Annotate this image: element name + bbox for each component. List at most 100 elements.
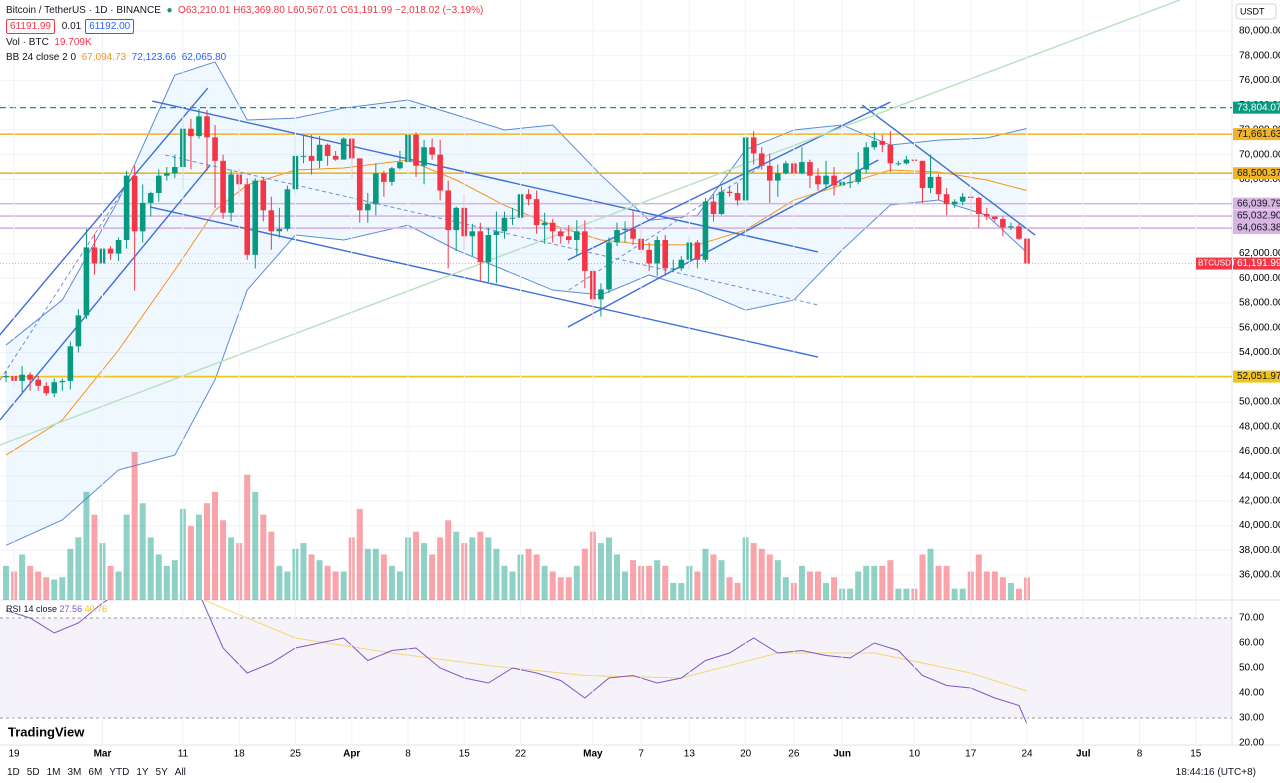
symbol-label: BTCUSDT <box>1198 259 1236 268</box>
currency-box[interactable] <box>1235 3 1277 20</box>
candle-body <box>340 138 347 160</box>
volume-bar <box>228 537 235 600</box>
candle-body <box>429 147 435 155</box>
last-price-label: 61,191.99 <box>1237 258 1280 269</box>
y-tick-label: 44,000.00 <box>1239 471 1280 482</box>
range-button[interactable]: YTD <box>109 767 130 778</box>
candle-body <box>493 231 500 236</box>
open: O63,210.01 <box>178 5 231 16</box>
rsi-legend: RSI 14 close 27.56 40.76 <box>6 604 107 614</box>
x-tick-label: 19 <box>9 749 21 760</box>
candle-body <box>951 201 958 205</box>
trend-line <box>0 164 211 421</box>
volume-bar <box>453 531 460 600</box>
volume-bar <box>983 571 990 600</box>
candle-body <box>509 217 516 219</box>
level-tag <box>1233 222 1280 235</box>
volume-bar <box>710 554 717 600</box>
x-tick-label: 10 <box>909 749 921 760</box>
range-button[interactable]: 6M <box>88 767 103 778</box>
y-tick-label: 68,000.00 <box>1239 174 1280 185</box>
candle-body <box>115 239 122 254</box>
volume-bar <box>195 514 202 600</box>
level-tag <box>1233 370 1280 383</box>
volume-bar <box>831 577 838 600</box>
price-pane <box>0 0 1232 600</box>
volume-bar <box>332 571 339 600</box>
range-button[interactable]: All <box>174 767 186 778</box>
high: H63,369.80 <box>233 5 285 16</box>
volume-bar <box>614 554 621 600</box>
x-tick-label: 20 <box>740 749 752 760</box>
volume-bar <box>268 531 275 600</box>
y-tick-label: 36,000.00 <box>1239 570 1280 581</box>
volume-bar <box>380 554 387 600</box>
candle-body <box>919 160 926 189</box>
volume-bar <box>975 554 982 600</box>
x-tick-label: Apr <box>343 749 360 760</box>
volume-bar <box>702 548 709 600</box>
candle-body <box>244 184 251 255</box>
bb-upper <box>5 61 1028 346</box>
rsi-band <box>0 618 1232 718</box>
bb-basis: 67,094.73 <box>81 52 127 63</box>
candle-body <box>935 176 942 195</box>
candle-body <box>164 173 170 176</box>
volume-bar <box>557 577 564 600</box>
candle-body <box>992 216 998 219</box>
y-tick-label: 78,000.00 <box>1239 50 1280 61</box>
rsi-value: 27.56 <box>59 604 83 614</box>
candle-body <box>188 128 194 137</box>
candle-body <box>445 190 451 231</box>
last-price-tag <box>1233 257 1280 270</box>
range-button[interactable]: 5Y <box>155 767 168 778</box>
x-tick-label: 15 <box>1190 749 1202 760</box>
candle-body <box>437 154 443 191</box>
trend-line <box>0 0 1180 446</box>
y-tick-label: 46,000.00 <box>1239 446 1280 457</box>
candle-body <box>364 204 371 211</box>
volume-bar <box>469 537 476 600</box>
rsi-tick-label: 20.00 <box>1239 738 1264 749</box>
logo: TradingView <box>8 724 85 739</box>
rsi-line <box>5 600 1028 725</box>
volume-bar <box>123 514 130 600</box>
candle-body <box>75 315 82 347</box>
range-button[interactable]: 3M <box>67 767 82 778</box>
bid[interactable]: 61191.99 <box>6 19 55 34</box>
range-button[interactable]: 5D <box>26 767 40 778</box>
candle-body <box>59 380 66 383</box>
range-button[interactable]: 1M <box>46 767 61 778</box>
level-label: 73,804.07 <box>1237 102 1280 113</box>
candle-body <box>847 181 853 183</box>
candle-body <box>959 196 966 202</box>
low: L60,567.01 <box>287 5 338 16</box>
volume-bar <box>115 571 122 600</box>
rsi-tick-label: 50.00 <box>1239 663 1264 674</box>
change: −2,018.02 (−3.19%) <box>394 5 484 16</box>
volume-bar <box>340 571 347 600</box>
bb-basis <box>5 159 1028 456</box>
trend-line <box>567 101 891 261</box>
level-label: 66,039.79 <box>1237 198 1280 209</box>
candle-body <box>220 160 226 213</box>
candle-body <box>702 201 709 260</box>
candle-body <box>718 191 725 215</box>
range-button[interactable]: 1D <box>7 767 20 778</box>
y-tick-label: 60,000.00 <box>1239 273 1280 284</box>
y-tick-label: 70,000.00 <box>1239 149 1280 160</box>
x-tick-label: 15 <box>459 749 471 760</box>
volume-bar <box>1015 588 1022 600</box>
candle-body <box>196 116 202 137</box>
currency[interactable]: USDT <box>1240 6 1265 16</box>
volume-bar <box>477 531 484 600</box>
volume-bar <box>734 582 741 600</box>
volume-bar <box>171 560 178 600</box>
y-tick-label: 80,000.00 <box>1239 26 1280 37</box>
candle-body <box>984 214 990 217</box>
legend: Bitcoin / TetherUS · 1D · BINANCE ● O63,… <box>6 5 484 63</box>
volume-bar <box>421 543 428 600</box>
volume-bar <box>244 474 251 600</box>
range-button[interactable]: 1Y <box>136 767 149 778</box>
ask[interactable]: 61192.00 <box>85 19 135 34</box>
